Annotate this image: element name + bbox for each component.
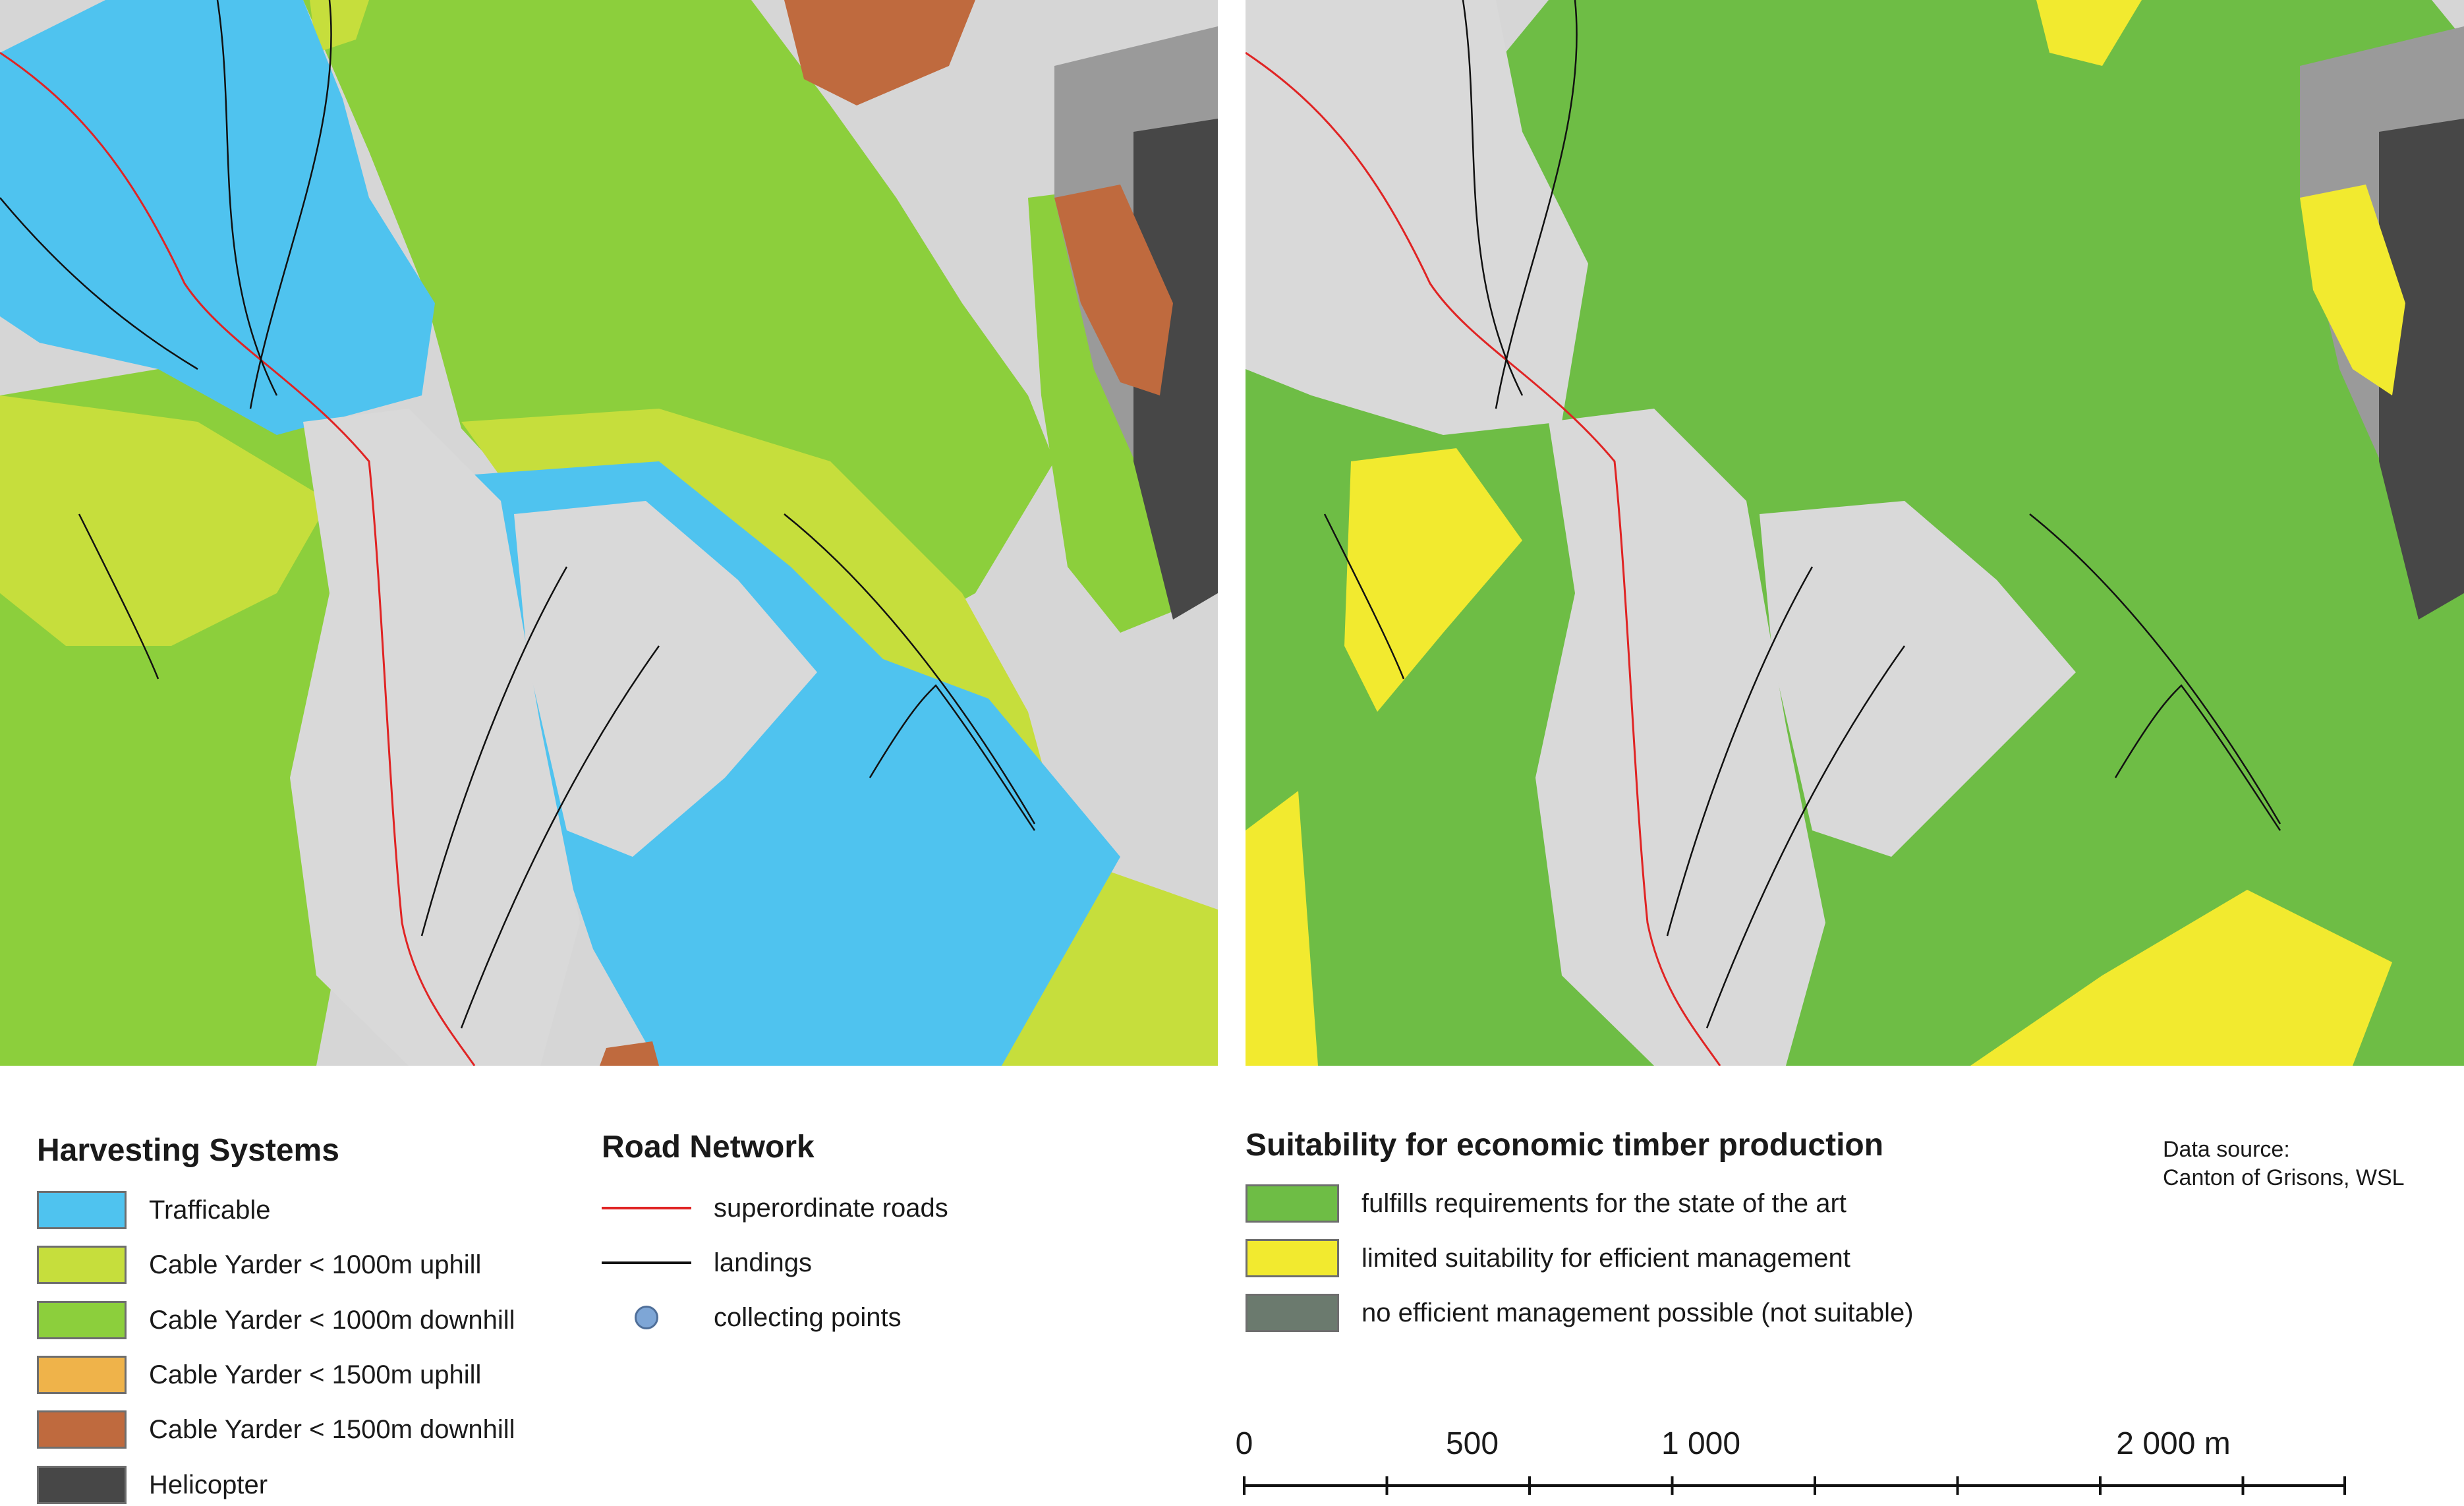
trafficable-area-north [0, 0, 435, 435]
not-suitable-swatch [1246, 1294, 1339, 1332]
non-forest-area-north [1246, 0, 1588, 435]
steep-terrain-area [2379, 119, 2464, 620]
landing-line-2 [249, 0, 332, 409]
superordinate-road [1246, 51, 1721, 1066]
suitable-swatch [1246, 1184, 1339, 1223]
landing-line-4 [78, 513, 159, 680]
legend-item-helicopter: Helicopter [37, 1464, 268, 1505]
landing-line-8 [784, 513, 1036, 825]
legend-item-cable-yarder-1500-downhill: Cable Yarder < 1500m downhill [37, 1409, 515, 1450]
legend-label: Cable Yarder < 1000m downhill [149, 1305, 515, 1335]
legend-item-suitable: fulfills requirements for the state of t… [1246, 1183, 1847, 1224]
legend-label: fulfills requirements for the state of t… [1361, 1188, 1847, 1218]
landing-line-5 [420, 566, 568, 937]
non-forest-area-center [514, 501, 817, 857]
scale-label-0: 0 [1235, 1426, 1253, 1461]
harvesting-systems-map [0, 0, 1218, 1066]
non-forest-area-center [1760, 501, 2076, 857]
legend-item-landings: landings [602, 1242, 812, 1283]
cable-uphill-area-top [310, 0, 369, 53]
landing-line-4 [1323, 513, 1405, 680]
limited-area-north [2036, 0, 2142, 66]
legend-label: landings [714, 1248, 813, 1277]
superordinate-road-symbol [602, 1207, 691, 1209]
legend-label: collecting points [714, 1302, 902, 1332]
helicopter-area [1133, 119, 1218, 620]
superordinate-road [0, 51, 476, 1066]
legend-label: no efficient management possible (not su… [1361, 1298, 1914, 1327]
limited-area-southwest [1246, 791, 1318, 1066]
trafficable-swatch [37, 1191, 127, 1229]
scale-label-2000: 2 000 m [2116, 1426, 2231, 1461]
landing-symbol [602, 1261, 691, 1264]
landing-line-5 [1666, 566, 1814, 937]
legend-item-cable-yarder-1000-downhill: Cable Yarder < 1000m downhill [37, 1300, 515, 1341]
landing-line-7 [869, 684, 1036, 831]
suitability-map-canvas [1246, 0, 2464, 1066]
limited-swatch [1246, 1239, 1339, 1277]
data-source: Data source: Canton of Grisons, WSL [2163, 1136, 2405, 1192]
limited-area-east [2300, 185, 2405, 395]
harvesting-legend-title: Harvesting Systems [37, 1133, 339, 1168]
cable-yarder-1500-uphill-swatch [37, 1356, 127, 1394]
suitability-map [1246, 0, 2464, 1066]
non-forest-area-valley [290, 409, 580, 1066]
landing-line-6 [1705, 645, 1906, 1029]
landing-line-6 [460, 645, 660, 1029]
non-forest-area-valley [1535, 409, 1825, 1066]
legend-item-trafficable: Trafficable [37, 1190, 271, 1231]
scale-bar-graphic [1243, 1476, 2346, 1495]
landing-line-1 [216, 0, 278, 396]
legend-label: superordinate roads [714, 1193, 948, 1223]
landing-line-1 [1462, 0, 1524, 396]
legend-label: Cable Yarder < 1000m uphill [149, 1250, 482, 1279]
legend-item-collecting-points: collecting points [602, 1297, 902, 1338]
legend-item-cable-yarder-1500-uphill: Cable Yarder < 1500m uphill [37, 1354, 481, 1395]
legend-label: limited suitability for efficient manage… [1361, 1243, 1850, 1273]
scale-label-500: 500 [1445, 1426, 1499, 1461]
landing-line-8 [2029, 513, 2281, 825]
cable-yarder-1000-uphill-swatch [37, 1246, 127, 1284]
road-legend-title: Road Network [602, 1130, 815, 1165]
legend-label: Trafficable [149, 1195, 271, 1225]
cable-yarder-1000-downhill-swatch [37, 1301, 127, 1339]
legend-item-superordinate-roads: superordinate roads [602, 1188, 948, 1229]
landing-line-2 [1495, 0, 1578, 409]
cable-downhill-1500-area-south [600, 1041, 659, 1066]
legend-label: Cable Yarder < 1500m uphill [149, 1360, 482, 1389]
cable-downhill-1500-area-north [784, 0, 975, 105]
limited-area-south [1970, 890, 2392, 1066]
data-source-label: Data source: [2163, 1137, 2290, 1162]
legend-item-limited: limited suitability for efficient manage… [1246, 1238, 1850, 1279]
landing-line-7 [2114, 684, 2281, 831]
harvesting-map-canvas [0, 0, 1218, 1066]
scale-bar: 0 500 1 000 2 000 m [1226, 1417, 2346, 1503]
legend-item-cable-yarder-1000-uphill: Cable Yarder < 1000m uphill [37, 1244, 481, 1285]
data-source-value: Canton of Grisons, WSL [2163, 1165, 2405, 1190]
cable-yarder-1500-downhill-swatch [37, 1410, 127, 1449]
suitability-legend-title: Suitability for economic timber producti… [1246, 1128, 1884, 1163]
legend-label: Cable Yarder < 1500m downhill [149, 1414, 515, 1444]
helicopter-swatch [37, 1466, 127, 1504]
cable-downhill-area-north [303, 0, 1054, 659]
cable-uphill-area-west [0, 395, 329, 646]
scale-label-1000: 1 000 [1661, 1426, 1741, 1461]
legend-label: Helicopter [149, 1470, 268, 1499]
legend-item-not-suitable: no efficient management possible (not su… [1246, 1292, 1914, 1333]
landing-line-3 [0, 197, 198, 370]
collecting-point-icon [602, 1306, 691, 1329]
cable-downhill-1500-area-east [1054, 185, 1173, 395]
